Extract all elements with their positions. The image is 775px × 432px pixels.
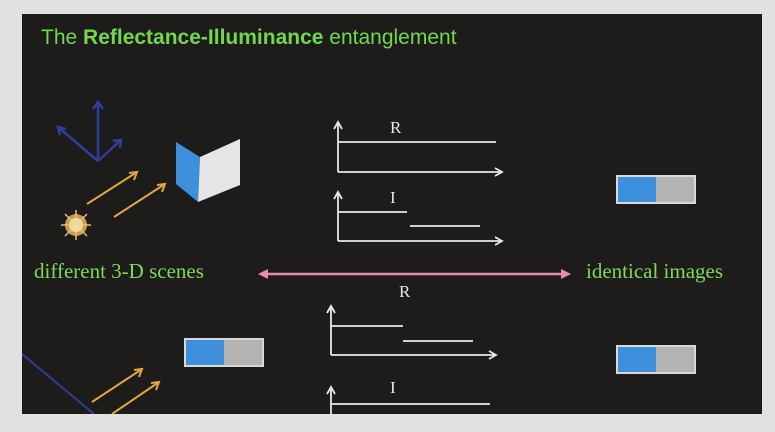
left-label: different 3-D scenes: [34, 259, 204, 283]
sun-icon: [61, 210, 91, 240]
bottom-i-label: I: [390, 378, 396, 397]
normal-axes-icon: [56, 99, 123, 162]
bottom-reflectance-graph: [326, 304, 498, 360]
identity-arrow: [258, 269, 571, 279]
bottom-r-label: R: [399, 282, 411, 301]
slide: The Reflectance-Illuminance entanglement: [22, 14, 762, 414]
bottom-image-swatch: [616, 345, 696, 374]
diagram-graphics: [22, 99, 571, 414]
swatch-blue-half: [618, 177, 656, 202]
bottom-card-swatch: [184, 338, 264, 367]
swatch-blue-half: [618, 347, 656, 372]
title-suffix: entanglement: [323, 26, 457, 49]
top-r-label: R: [390, 118, 402, 137]
title-prefix: The: [41, 26, 84, 49]
bottom-light-rays-icon: [91, 367, 161, 414]
swatch-gray-half: [224, 340, 262, 365]
title-bold: Reflectance-Illuminance: [83, 26, 324, 49]
bottom-illuminance-graph: [326, 385, 490, 414]
light-rays-icon: [86, 170, 167, 218]
right-label: identical images: [586, 259, 724, 283]
top-i-label: I: [390, 188, 396, 207]
swatch-gray-half: [656, 177, 694, 202]
swatch-blue-half: [186, 340, 224, 365]
folded-card-icon: [176, 139, 240, 202]
swatch-gray-half: [656, 347, 694, 372]
top-illuminance-graph: [333, 190, 504, 246]
top-reflectance-graph: [333, 120, 504, 177]
slide-title: The Reflectance-Illuminance entanglement: [41, 26, 457, 50]
sloped-surface-icon: [22, 353, 95, 414]
top-image-swatch: [616, 175, 696, 204]
